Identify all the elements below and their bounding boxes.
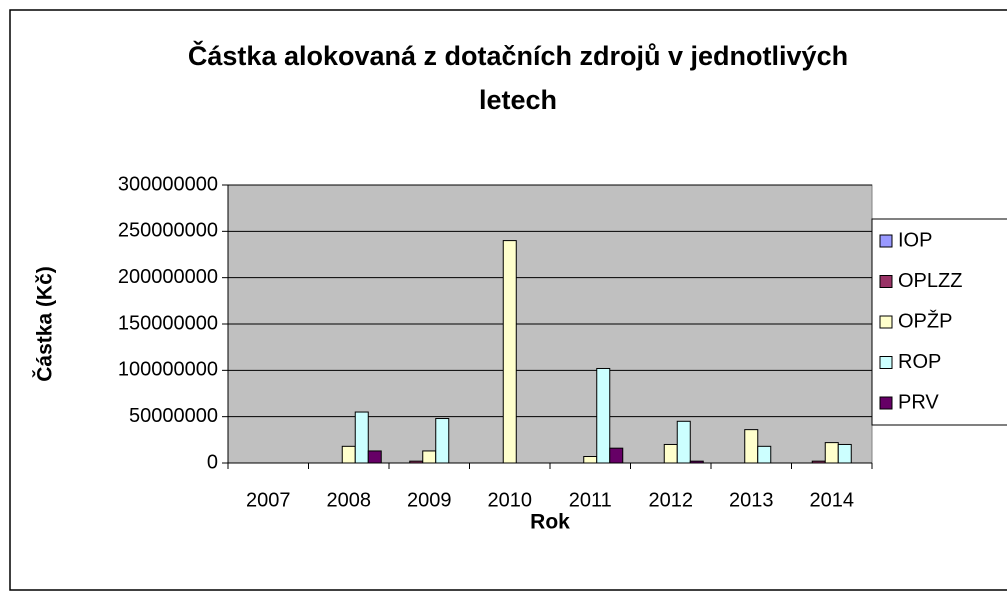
y-tick-label: 200000000 (118, 266, 218, 288)
legend-label: ROP (898, 351, 941, 373)
legend-label: OPŽP (898, 309, 952, 332)
bar (596, 367, 611, 464)
bar (341, 445, 356, 464)
y-tick-label: 100000000 (118, 359, 218, 381)
bar (583, 456, 598, 464)
bar (609, 447, 624, 464)
bar (435, 418, 450, 464)
bar (676, 420, 691, 464)
chart-title: letech (479, 85, 557, 115)
bar (409, 460, 424, 464)
y-axis-title: Částka (Kč) (33, 266, 57, 382)
legend-swatch (879, 356, 893, 369)
x-tick-label: 2008 (327, 489, 372, 511)
y-tick-label: 50000000 (129, 405, 218, 427)
x-tick-label: 2014 (810, 489, 855, 511)
bar (354, 411, 369, 464)
x-tick-label: 2009 (407, 489, 452, 511)
x-tick-label: 2011 (569, 489, 612, 511)
x-axis-title: Rok (530, 511, 570, 534)
bar (689, 460, 704, 464)
legend-label: PRV (898, 391, 939, 413)
legend-swatch (879, 234, 893, 248)
x-tick-label: 2013 (729, 489, 774, 511)
y-tick-label: 300000000 (118, 173, 218, 195)
x-tick-label: 2007 (246, 489, 291, 511)
legend-label: IOP (898, 229, 932, 251)
bar (837, 443, 852, 464)
y-tick-label: 0 (207, 451, 218, 473)
bar (824, 442, 839, 464)
y-tick-label: 150000000 (118, 312, 218, 334)
legend-box (871, 218, 1007, 426)
bar (811, 460, 826, 464)
bar (502, 240, 517, 464)
legend-swatch (879, 275, 893, 288)
bar (663, 443, 678, 464)
bar (422, 450, 437, 464)
legend-swatch (879, 315, 893, 329)
bar (757, 445, 772, 464)
bar (744, 429, 759, 464)
y-tick-label: 250000000 (118, 220, 218, 242)
chart-title: Částka alokovaná z dotačních zdrojů v je… (188, 40, 848, 71)
x-tick-label: 2010 (488, 489, 533, 511)
legend-swatch (879, 396, 893, 410)
x-tick-label: 2012 (649, 489, 694, 511)
legend-label: OPLZZ (898, 270, 962, 292)
bar (367, 450, 382, 464)
